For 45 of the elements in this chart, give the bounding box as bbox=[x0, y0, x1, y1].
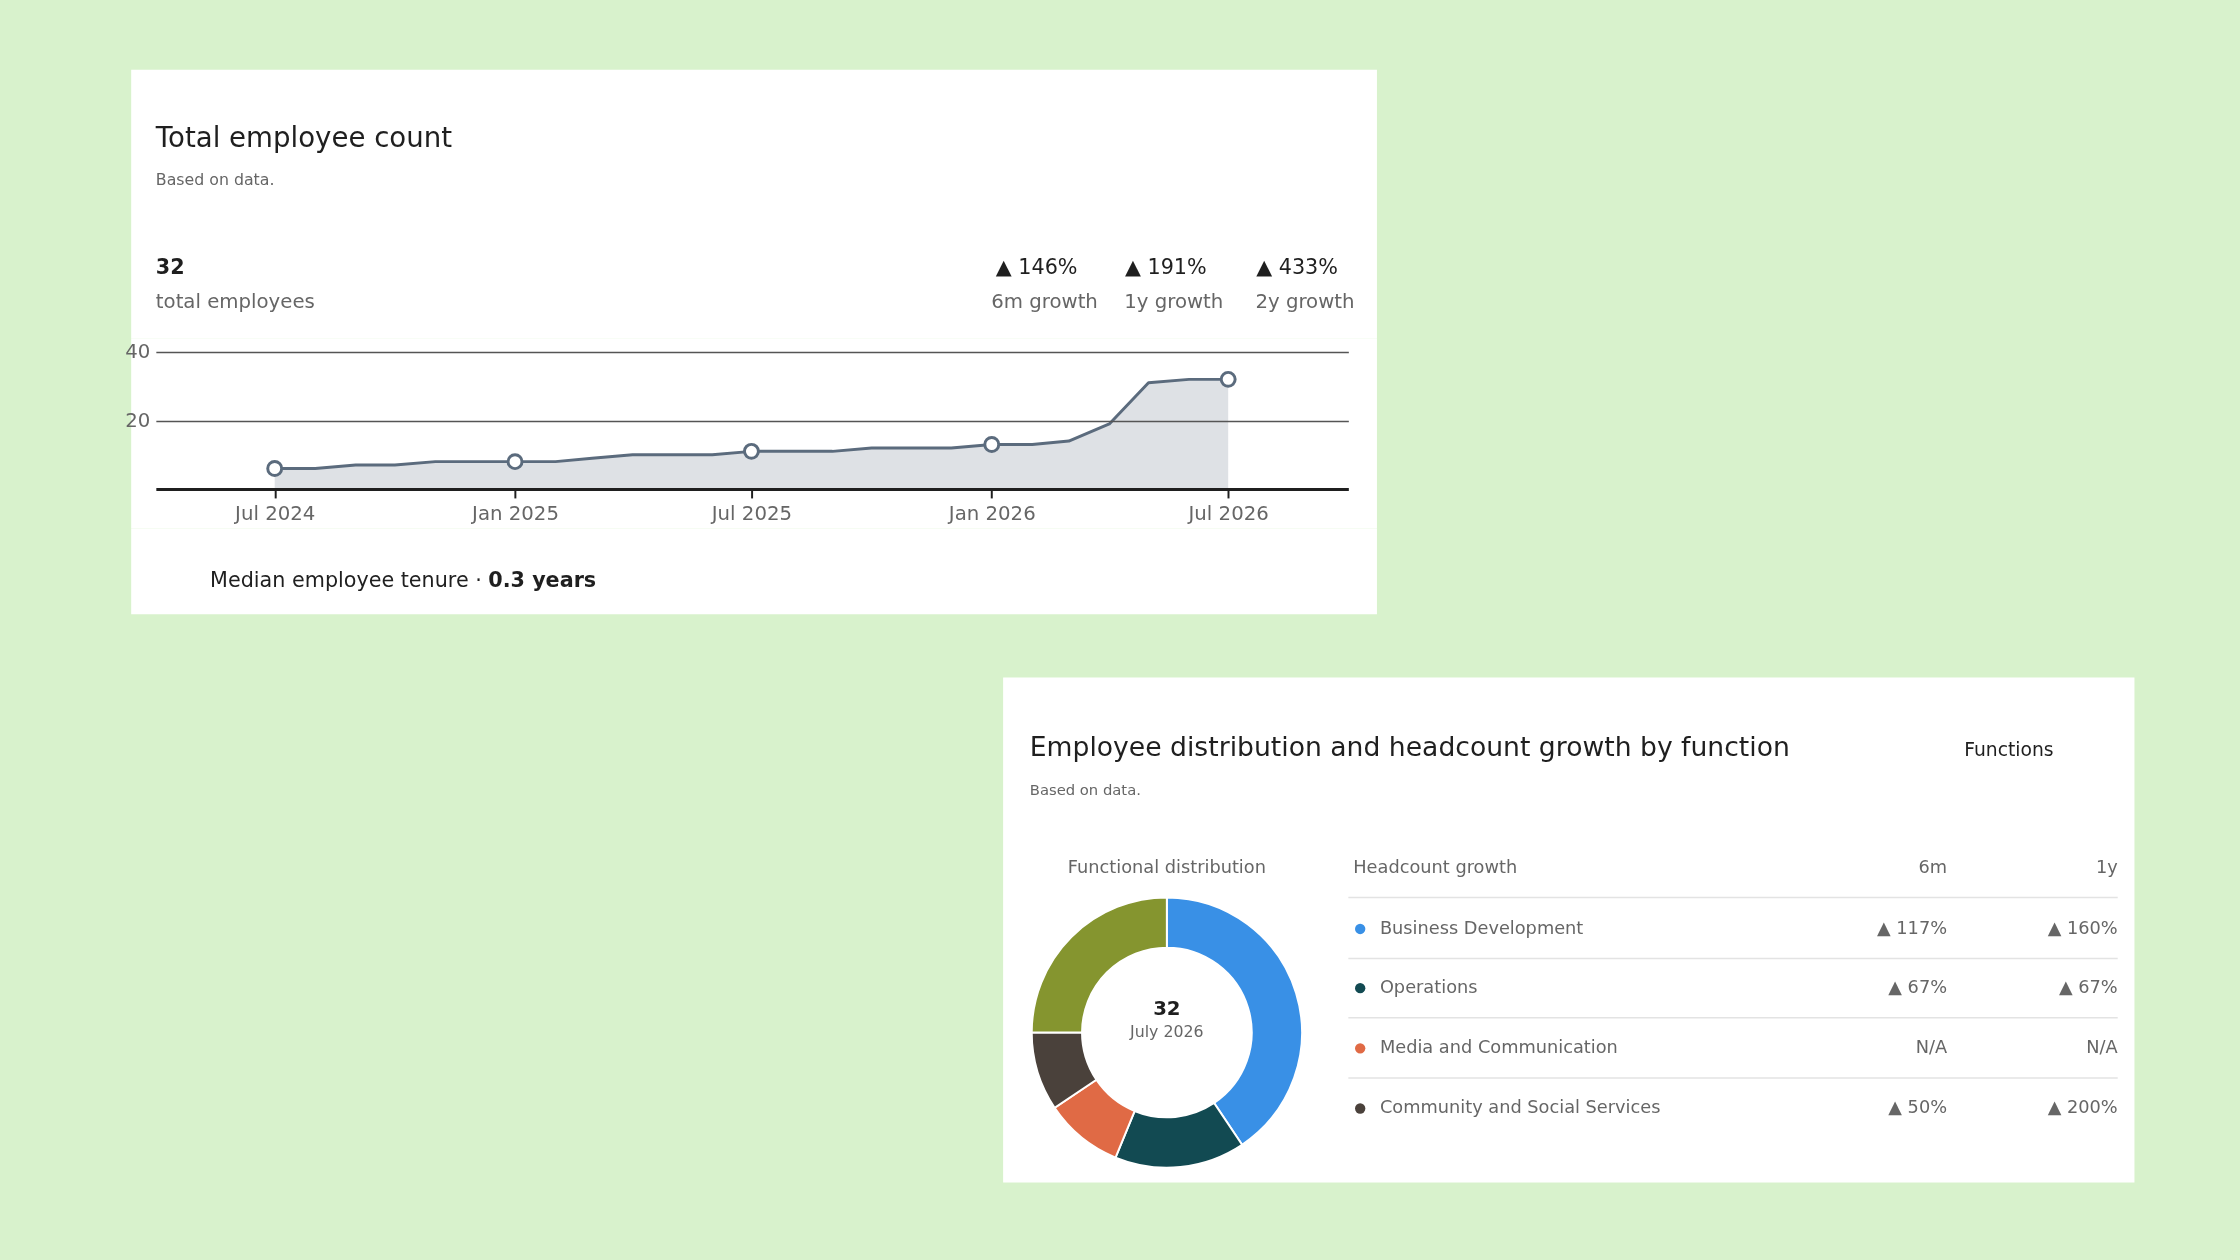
y-tick-label: 20 bbox=[125, 408, 151, 432]
point bbox=[266, 460, 284, 477]
text: total employees bbox=[155, 289, 315, 313]
text: N/A bbox=[1915, 1037, 1948, 1058]
text: 1y growth bbox=[1124, 289, 1224, 313]
text: ▲ 160% bbox=[2047, 917, 2118, 938]
text: 0.3 years bbox=[488, 567, 597, 592]
text: 2y growth bbox=[1255, 289, 1355, 313]
text: ▲ 200% bbox=[2047, 1097, 2118, 1118]
text: 32 bbox=[155, 255, 185, 280]
text: ▲ 117% bbox=[1877, 917, 1948, 938]
text: ▲ 50% bbox=[1888, 1097, 1948, 1118]
text: ▲ 146% bbox=[995, 255, 1078, 280]
x-tick-label: Jan 2026 bbox=[946, 502, 1036, 526]
x-tick-label: Jan 2025 bbox=[470, 502, 559, 526]
point bbox=[742, 442, 760, 460]
text: 32 bbox=[1153, 996, 1181, 1020]
point bbox=[983, 436, 1001, 453]
text: ▲ 67% bbox=[2058, 977, 2118, 998]
x-tick-label: Jul 2025 bbox=[709, 502, 793, 526]
text: 6m growth bbox=[991, 289, 1098, 313]
text: N/A bbox=[2086, 1037, 2118, 1058]
text: July 2026 bbox=[1129, 1022, 1204, 1042]
text: Functions bbox=[1964, 739, 2054, 761]
point bbox=[506, 453, 524, 471]
chart-title: Total employee count bbox=[154, 120, 453, 154]
chart-subtitle: Based on data. bbox=[1029, 780, 1141, 798]
point bbox=[1219, 370, 1237, 388]
text: ▲ 191% bbox=[1125, 255, 1207, 280]
legend-label: Media and Communication bbox=[1379, 1037, 1618, 1058]
x-tick-label: Jul 2026 bbox=[1186, 502, 1269, 526]
chart-subtitle: Based on data. bbox=[155, 170, 275, 190]
text: ▲ 67% bbox=[1888, 977, 1948, 998]
y-tick-label: 40 bbox=[125, 340, 151, 364]
text: Functional distribution bbox=[1067, 856, 1266, 877]
legend-label: Operations bbox=[1379, 977, 1478, 998]
text: 6m bbox=[1918, 856, 1948, 877]
legend-label: Business Development bbox=[1379, 917, 1584, 938]
chart-title: Employee distribution and headcount growth by function bbox=[1029, 731, 1790, 763]
text: ▲ 433% bbox=[1256, 255, 1338, 280]
legend-title: Headcount growth bbox=[1353, 856, 1518, 877]
legend-label: Community and Social Services bbox=[1379, 1097, 1661, 1118]
text: Median employee tenure · bbox=[210, 567, 482, 592]
x-tick-label: Jul 2024 bbox=[233, 502, 316, 526]
text: 1y bbox=[2095, 856, 2118, 877]
